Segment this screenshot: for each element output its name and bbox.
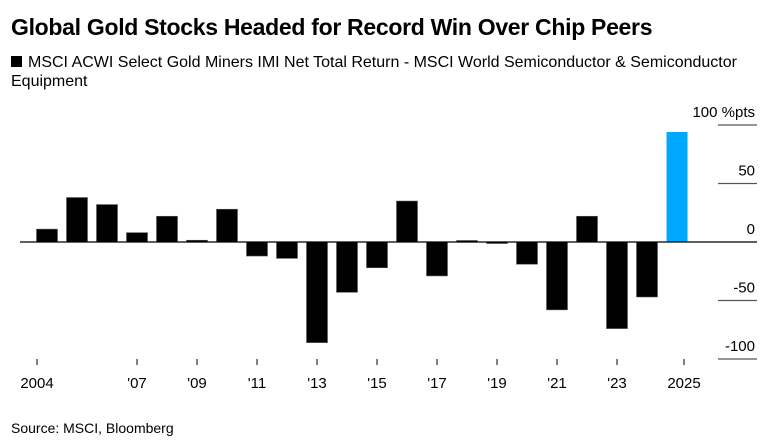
x-tick-label: '07 [127, 375, 147, 392]
bar-2021 [546, 241, 568, 311]
y-tick-label: -100 [725, 338, 755, 355]
bar-2012 [276, 241, 298, 259]
bar-2017 [426, 241, 448, 277]
x-tick-label: '09 [187, 375, 207, 392]
bar-2010 [216, 208, 238, 243]
y-tick-label: 50 [738, 163, 755, 180]
legend-swatch [11, 56, 22, 67]
bar-2013 [306, 241, 328, 343]
x-tick-label: '13 [307, 375, 327, 392]
bar-2016 [396, 200, 418, 243]
chart-title: Global Gold Stocks Headed for Record Win… [11, 14, 653, 40]
bar-2020 [516, 241, 538, 265]
x-tick-label: '23 [607, 375, 627, 392]
bar-2011 [246, 241, 268, 257]
x-tick-label: '15 [367, 375, 387, 392]
bar-2024 [636, 241, 658, 298]
bar-2006 [96, 204, 118, 243]
y-tick-label: -50 [733, 280, 755, 297]
bar-2004 [36, 228, 58, 243]
legend-label: MSCI ACWI Select Gold Miners IMI Net Tot… [11, 54, 737, 90]
x-tick-label: 2025 [667, 375, 700, 392]
bar-2022 [576, 215, 598, 243]
x-tick-label: '21 [547, 375, 567, 392]
bar-2015 [366, 241, 388, 269]
bar-2005 [66, 197, 88, 243]
bar-2014 [336, 241, 358, 293]
bar-2008 [156, 215, 178, 243]
x-tick-label: '17 [427, 375, 447, 392]
bar-2007 [126, 232, 148, 243]
x-tick-label: '19 [487, 375, 507, 392]
source-note: Source: MSCI, Bloomberg [11, 420, 174, 436]
x-tick-label: '11 [248, 375, 266, 392]
x-tick-label: 2004 [20, 375, 53, 392]
legend: MSCI ACWI Select Gold Miners IMI Net Tot… [11, 53, 781, 91]
y-tick-label: 100 %pts [692, 104, 755, 121]
bar-2025 [666, 132, 688, 242]
bar-2023 [606, 241, 628, 329]
y-tick-label: 0 [747, 221, 755, 238]
